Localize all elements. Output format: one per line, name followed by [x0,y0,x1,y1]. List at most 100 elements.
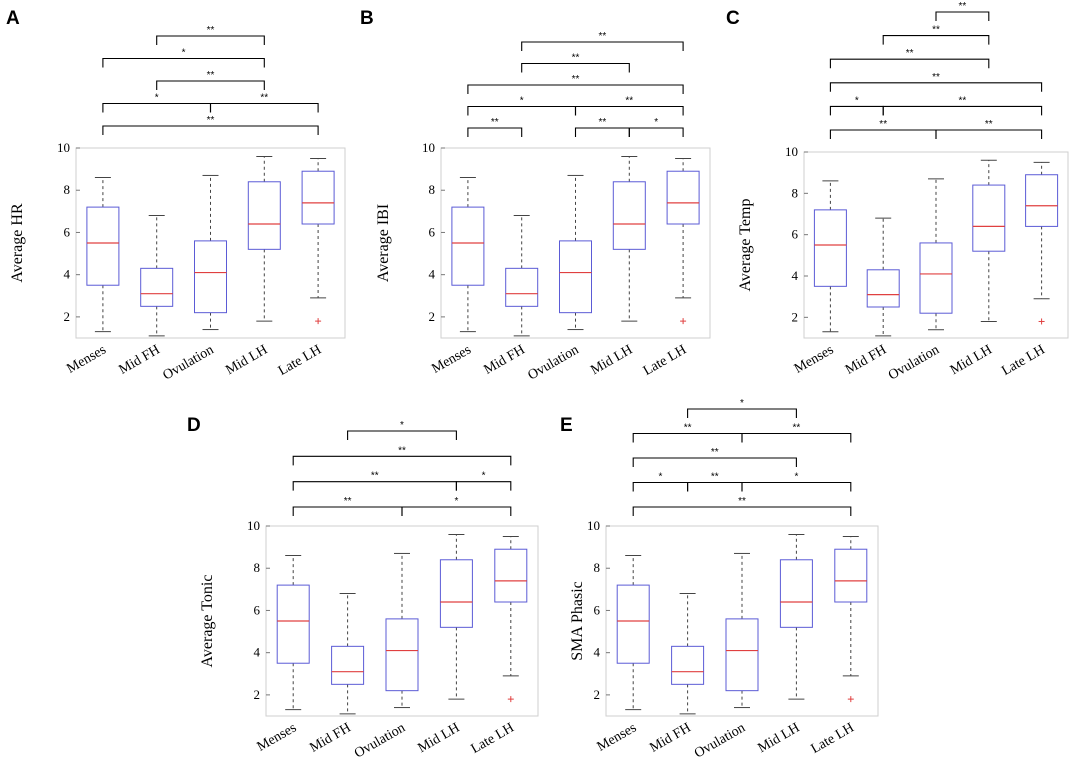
significance-bracket: ** [687,472,743,492]
x-category-label: Late LH [469,720,517,757]
y-tick-label: 10 [247,518,260,533]
box-menses [276,555,310,711]
significance-bracket: * [632,472,689,492]
y-tick-label: 4 [429,267,436,282]
outlier-marker [315,318,322,325]
y-tick-label: 10 [422,140,435,155]
x-category-label: Mid FH [307,720,353,755]
significance-bracket: * [829,95,884,116]
iqr-box [247,181,281,250]
y-axis-label: SMA Phasic [569,581,586,661]
panel-d: D 2 4 6 8 10 Average Tonic Menses Mid FHOvulatio… [187,415,539,761]
box-mid-lh [247,155,281,322]
outlier-marker [847,696,854,703]
box-mid-fh [505,215,539,337]
x-category-label: Late LH [809,720,857,757]
significance-label: ** [959,95,967,106]
significance-label: ** [684,423,692,434]
significance-bracket: ** [467,117,523,137]
box-mid-lh [612,155,646,322]
significance-label: ** [599,31,607,42]
y-tick-label: 6 [254,602,261,617]
iqr-box [276,584,310,664]
box-ovulation [559,174,592,331]
y-axis-label: Average IBI [375,204,392,282]
y-tick-label: 8 [254,560,261,575]
box-ovulation [385,552,419,709]
box-menses [86,177,120,333]
significance-label: * [482,471,486,482]
box-mid-fh [140,215,174,337]
significance-bracket: ** [882,95,1043,116]
y-axis-label: Average Temp [737,199,754,292]
iqr-box [559,240,592,314]
significance-label: * [454,496,458,507]
significance-label: ** [959,1,967,12]
iqr-box [666,170,700,225]
y-tick-label: 8 [792,185,799,200]
plot-frame [265,525,539,717]
box-ovulation [194,174,227,331]
significance-label: ** [906,48,914,59]
box-late-lh [834,536,868,703]
iqr-box [140,267,174,307]
iqr-box [86,206,120,286]
x-category-label: Ovulation [526,342,582,383]
x-category-label: Mid FH [116,342,162,377]
y-tick-label: 2 [792,309,799,324]
y-tick-label: 2 [594,687,601,702]
significance-bracket: ** [829,48,990,69]
y-tick-label: 4 [594,645,601,660]
x-category-label: Mid LH [415,720,462,756]
x-category-label: Mid LH [588,342,635,378]
significance-label: * [740,398,744,409]
panel-letter: C [726,8,740,29]
significance-bracket: ** [102,115,319,135]
significance-bracket: ** [209,93,319,113]
panel-letter: A [6,8,20,29]
significance-label: ** [793,423,801,434]
iqr-box [331,645,365,685]
x-category-label: Mid LH [948,342,995,378]
significance-bracket: ** [574,96,684,116]
significance-bracket: ** [935,1,990,21]
box-menses [616,555,650,711]
significance-label: ** [985,119,993,130]
iqr-box [301,170,335,225]
significance-bracket: ** [829,119,937,139]
iqr-box [813,209,847,287]
plot-frame [75,147,346,339]
x-category-label: Ovulation [161,342,217,383]
iqr-box [919,242,953,314]
y-tick-label: 2 [64,309,71,324]
significance-bracket: ** [521,31,684,51]
box-mid-fh [331,593,365,715]
box-mid-fh [671,593,705,715]
y-tick-label: 2 [429,309,436,324]
y-tick-label: 10 [57,140,70,155]
significance-bracket: ** [467,74,684,94]
significance-bracket: * [347,420,457,440]
x-category-label: Mid LH [223,342,270,378]
y-tick-label: 10 [785,144,798,159]
significance-label: ** [879,119,887,130]
significance-bracket: ** [935,119,1043,139]
significance-bracket: ** [521,53,630,73]
significance-label: * [155,93,159,104]
y-tick-label: 8 [64,182,71,197]
x-category-label: Late LH [999,342,1047,379]
x-category-label: Menses [255,720,300,754]
x-category-label: Ovulation [692,720,748,761]
x-category-label: Ovulation [352,720,408,761]
iqr-box [505,267,539,307]
outlier-marker [680,318,687,325]
significance-label: ** [491,117,499,128]
y-axis-label: Average Tonic [199,575,216,668]
significance-bracket: ** [156,70,265,90]
significance-label: * [658,472,662,483]
iqr-box [779,559,813,628]
y-tick-label: 8 [594,560,601,575]
